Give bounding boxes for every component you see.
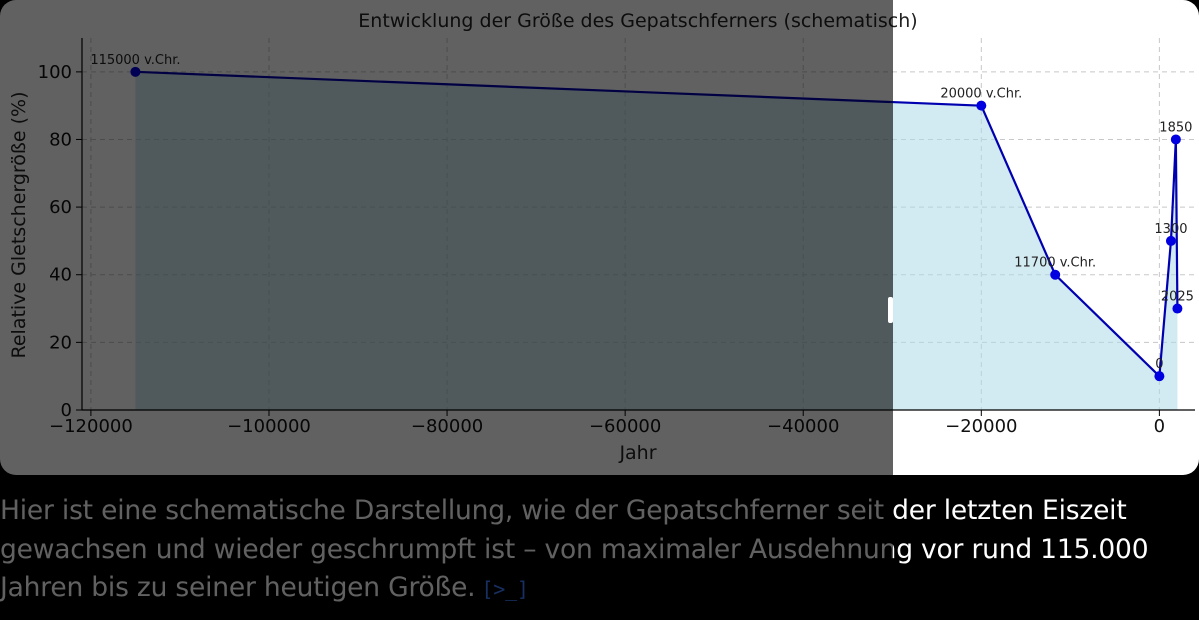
data-point [130,66,141,77]
data-point [1165,235,1176,246]
data-label: 11700 v.Chr. [1014,256,1096,271]
split-handle[interactable] [888,297,893,323]
x-axis-label: Jahr [618,442,656,464]
y-tick-label: 0 [61,400,72,421]
y-tick-label: 40 [49,265,72,286]
y-tick-label: 60 [49,197,72,218]
y-tick-label: 100 [38,62,72,83]
y-axis-label: Relative Gletschergröße (%) [8,91,30,358]
x-tick-label: −60000 [589,416,661,437]
y-tick-label: 80 [49,129,72,150]
area-layer [135,71,1178,411]
assistant-answer: Hier ist eine schematische Darstellung, … [0,492,1190,608]
data-point [976,100,987,111]
x-tick-label: −100000 [227,416,311,437]
data-label: 1850 [1159,120,1192,135]
chart-svg: Entwicklung der Größe des Gepatschferner… [8,10,1195,464]
code-interpreter-icon[interactable]: [>_] [481,576,529,601]
y-tick-label: 20 [49,332,72,353]
answer-text: Hier ist eine schematische Darstellung, … [0,495,1149,603]
data-point [1154,371,1165,382]
data-label: 115000 v.Chr. [90,53,180,68]
data-point [1172,303,1183,314]
data-label: 1300 [1154,222,1187,237]
chart-card: Entwicklung der Größe des Gepatschferner… [0,0,1199,475]
chart-title: Entwicklung der Größe des Gepatschferner… [358,10,917,32]
x-tick-label: −20000 [945,416,1017,437]
data-label: 0 [1155,357,1163,372]
data-point [1170,134,1181,145]
x-tick-label: 0 [1154,416,1165,437]
data-label: 2025 [1161,290,1194,305]
x-tick-label: −40000 [767,416,839,437]
data-label: 20000 v.Chr. [940,87,1022,102]
area-fill [135,71,1178,411]
x-tick-label: −80000 [411,416,483,437]
data-point [1050,269,1061,280]
